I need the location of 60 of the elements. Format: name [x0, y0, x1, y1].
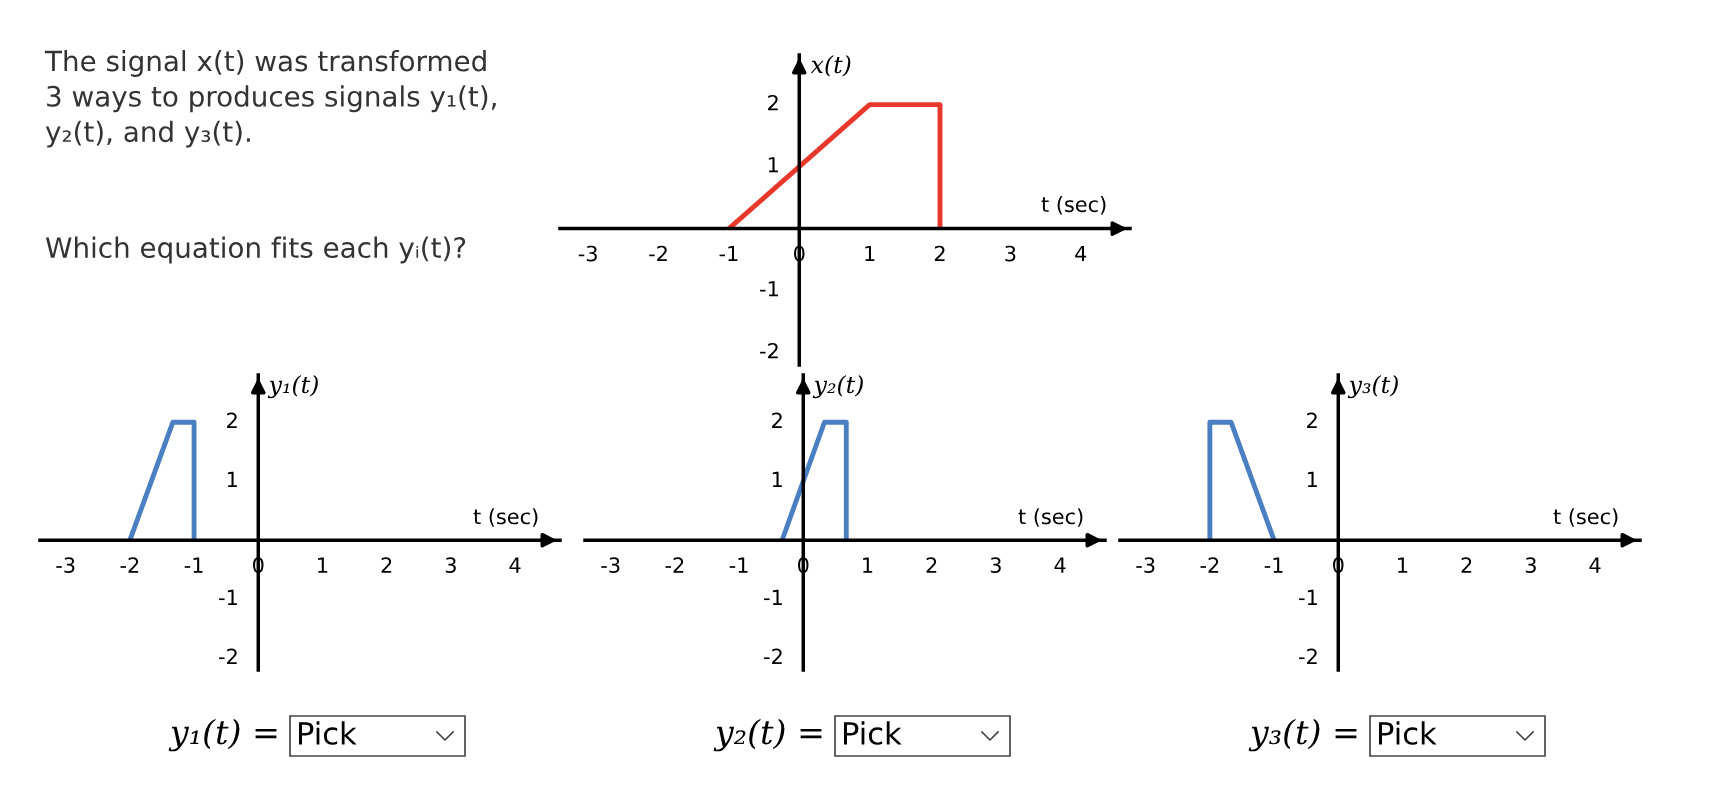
- y-tick-label: 2: [227, 412, 237, 428]
- y-axis-title: y₃(t): [1347, 375, 1398, 399]
- x-tick-label: 4: [1054, 557, 1066, 573]
- y-tick-label: 1: [227, 471, 237, 487]
- y-tick-label: 1: [772, 471, 782, 487]
- x-tick-label: 4: [1589, 557, 1601, 573]
- y-tick-label: -1: [764, 589, 782, 605]
- text: Pick: [1379, 721, 1437, 745]
- y-tick-label: -1: [219, 589, 237, 605]
- text: y₃(t) =: [1248, 718, 1357, 752]
- y-tick-label: -2: [1299, 648, 1317, 664]
- x-axis-title: t (sec): [1018, 508, 1083, 527]
- x-tick-label: 1: [865, 245, 875, 262]
- x-tick-label: -2: [1200, 557, 1219, 573]
- y-tick-label: 2: [772, 412, 782, 428]
- x-tick-label: -2: [665, 557, 684, 573]
- x-tick-label: -1: [719, 245, 738, 262]
- x-tick-label: 2: [934, 245, 945, 262]
- x-tick-label: 3: [990, 557, 1001, 573]
- x-tick-label: 1: [863, 557, 873, 573]
- y-tick-label: -2: [219, 648, 237, 664]
- x-tick-label: 2: [1461, 557, 1472, 573]
- x-axis-title: t (sec): [473, 508, 538, 527]
- x-tick-label: -2: [120, 557, 139, 573]
- y-tick-label: -2: [760, 342, 778, 359]
- x-tick-label: -3: [56, 557, 75, 573]
- x-tick-label: -2: [649, 245, 667, 262]
- x-tick-label: -3: [601, 557, 620, 573]
- x-tick-label: -1: [184, 557, 203, 573]
- text: Which equation fits each yᵢ(t)?: [45, 236, 466, 264]
- x-axis-title: t (sec): [1553, 508, 1618, 527]
- y-tick-label: 2: [768, 94, 778, 111]
- y-axis-title: y₂(t): [812, 375, 863, 399]
- x-tick-label: 3: [445, 557, 456, 573]
- y-tick-label: -1: [1299, 589, 1317, 605]
- y-axis-title: y₁(t): [267, 375, 318, 399]
- x-tick-label: -3: [1136, 557, 1155, 573]
- text: The signal x(t) was transformed 3 ways to produces signals y₁(t), y₂(t), and y₃(t).: [44, 50, 496, 148]
- text: y₁(t) =: [168, 718, 277, 752]
- x-axis-title: t (sec): [1041, 196, 1106, 215]
- x-tick-label: 1: [1398, 557, 1408, 573]
- text: Pick: [844, 721, 902, 745]
- y-tick-label: 1: [1307, 471, 1317, 487]
- x-tick-label: -1: [1264, 557, 1283, 573]
- y-axis-title: x(t): [810, 55, 851, 77]
- x-tick-label: 3: [1005, 245, 1016, 262]
- y-tick-label: 2: [1307, 412, 1317, 428]
- x-tick-label: 3: [1525, 557, 1536, 573]
- x-tick-label: 1: [318, 557, 328, 573]
- x-tick-label: -1: [729, 557, 748, 573]
- text: Pick: [299, 721, 357, 745]
- x-tick-label: 2: [926, 557, 937, 573]
- y-tick-label: -2: [764, 648, 782, 664]
- y-tick-label: -1: [760, 281, 778, 297]
- text: y₂(t) =: [713, 718, 822, 752]
- x-tick-label: 4: [1075, 245, 1087, 262]
- x-tick-label: -3: [578, 245, 597, 262]
- y-tick-label: 1: [768, 157, 778, 173]
- x-tick-label: 4: [509, 557, 521, 573]
- x-tick-label: 2: [381, 557, 392, 573]
